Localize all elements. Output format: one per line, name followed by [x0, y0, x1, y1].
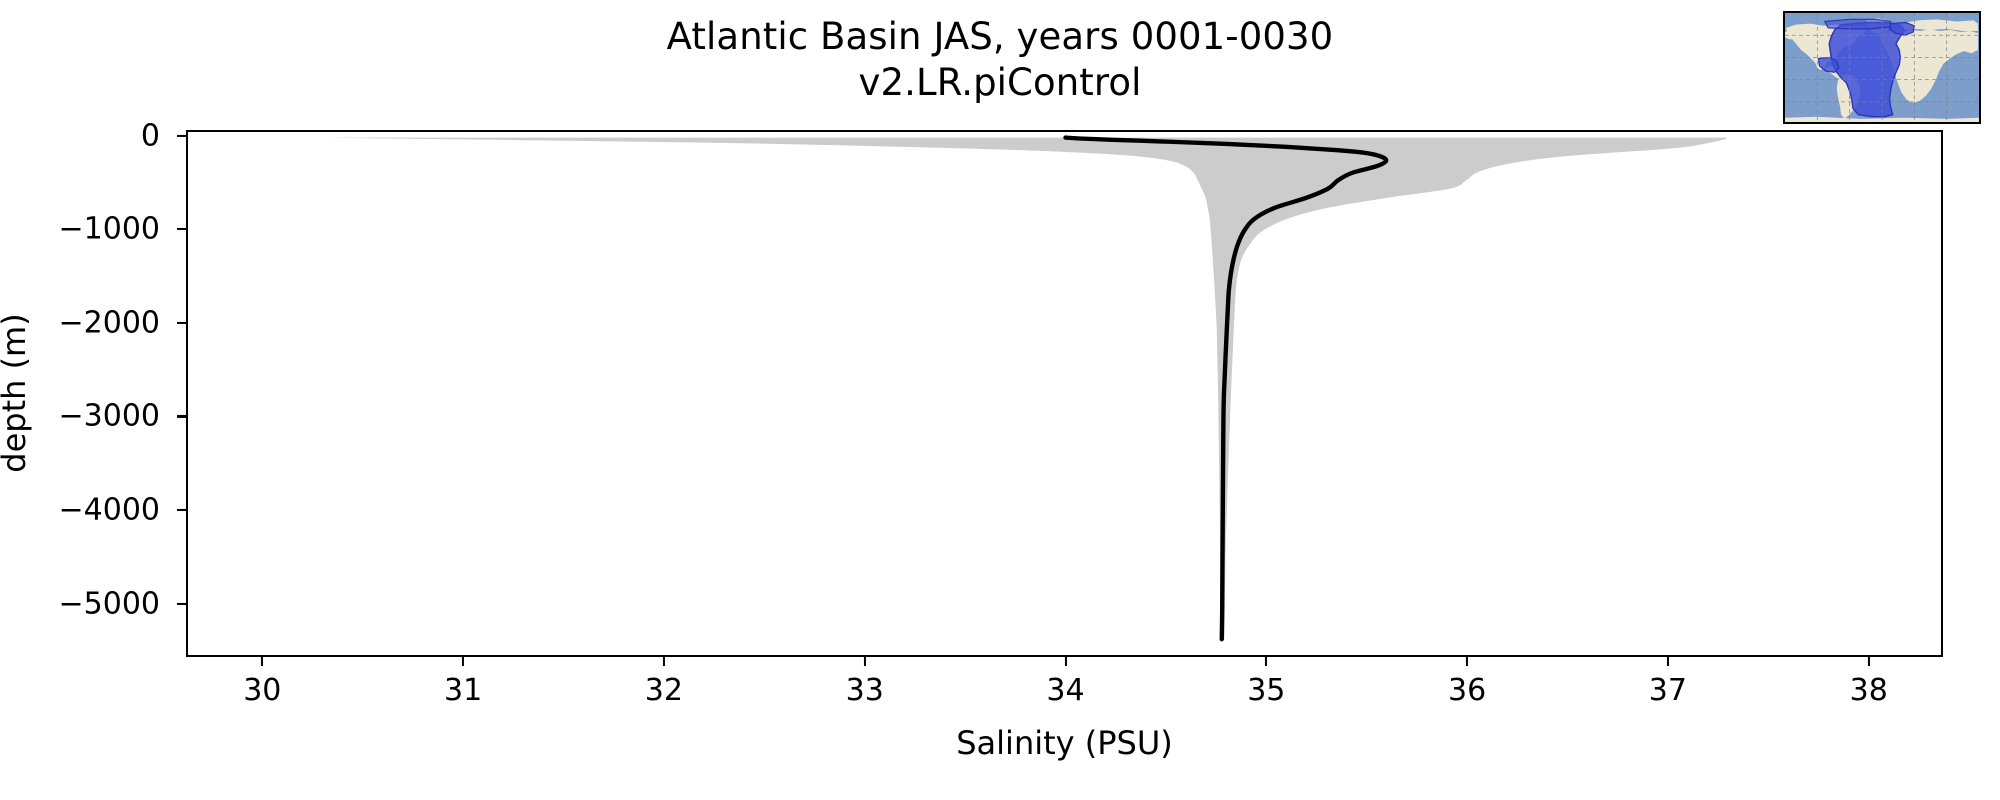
chart-title-block: Atlantic Basin JAS, years 0001-0030 v2.L… [0, 14, 2000, 106]
y-tick-mark [177, 602, 186, 605]
y-tick-mark [177, 415, 186, 418]
x-tick-label: 34 [1046, 673, 1085, 708]
y-tick-mark [177, 321, 186, 324]
x-tick-mark [662, 657, 665, 666]
x-tick-label: 38 [1849, 673, 1888, 708]
mean-salinity-line [1063, 135, 1389, 642]
y-tick-label: 0 [140, 118, 160, 154]
x-tick-mark [1064, 657, 1067, 666]
x-tick-mark [1867, 657, 1870, 666]
x-tick-mark [261, 657, 264, 666]
x-tick-mark [863, 657, 866, 666]
y-tick-mark [177, 508, 186, 512]
y-axis-label: depth (m) [0, 313, 33, 473]
land-africa-europe [1879, 28, 1978, 103]
x-tick-mark [1666, 657, 1669, 666]
map-gridlines [1785, 13, 1979, 122]
salinity-range-band [324, 137, 1727, 640]
x-tick-mark [1466, 657, 1469, 666]
mean-line-group [1063, 135, 1389, 642]
envelope-group [324, 137, 1727, 640]
x-tick-label: 33 [845, 673, 884, 708]
land-eurasia-north [1900, 19, 1978, 31]
land-alaska [1785, 28, 1801, 40]
x-tick-mark [1265, 657, 1268, 666]
x-tick-label: 36 [1448, 673, 1487, 708]
x-tick-label: 35 [1247, 673, 1286, 708]
profile-plot [324, 135, 1727, 642]
x-axis-label: Salinity (PSU) [956, 724, 1173, 762]
y-tick-mark [177, 134, 186, 137]
region-locator-map [1783, 11, 1981, 124]
x-tick-label: 37 [1648, 673, 1687, 708]
basin-caribbean [1817, 56, 1840, 73]
map-basin-highlight-group [1817, 18, 1915, 118]
x-tick-mark [462, 657, 465, 666]
x-tick-label: 31 [444, 673, 483, 708]
y-tick-mark [177, 228, 186, 231]
chart-title: Atlantic Basin JAS, years 0001-0030 [666, 15, 1334, 58]
locator-map-svg [1785, 13, 1979, 122]
chart-subtitle: v2.LR.piControl [858, 61, 1142, 104]
x-tick-label: 32 [644, 673, 683, 708]
plot-axes [186, 130, 1943, 657]
basin-nordic-seas [1888, 21, 1915, 36]
x-tick-label: 30 [243, 673, 282, 708]
